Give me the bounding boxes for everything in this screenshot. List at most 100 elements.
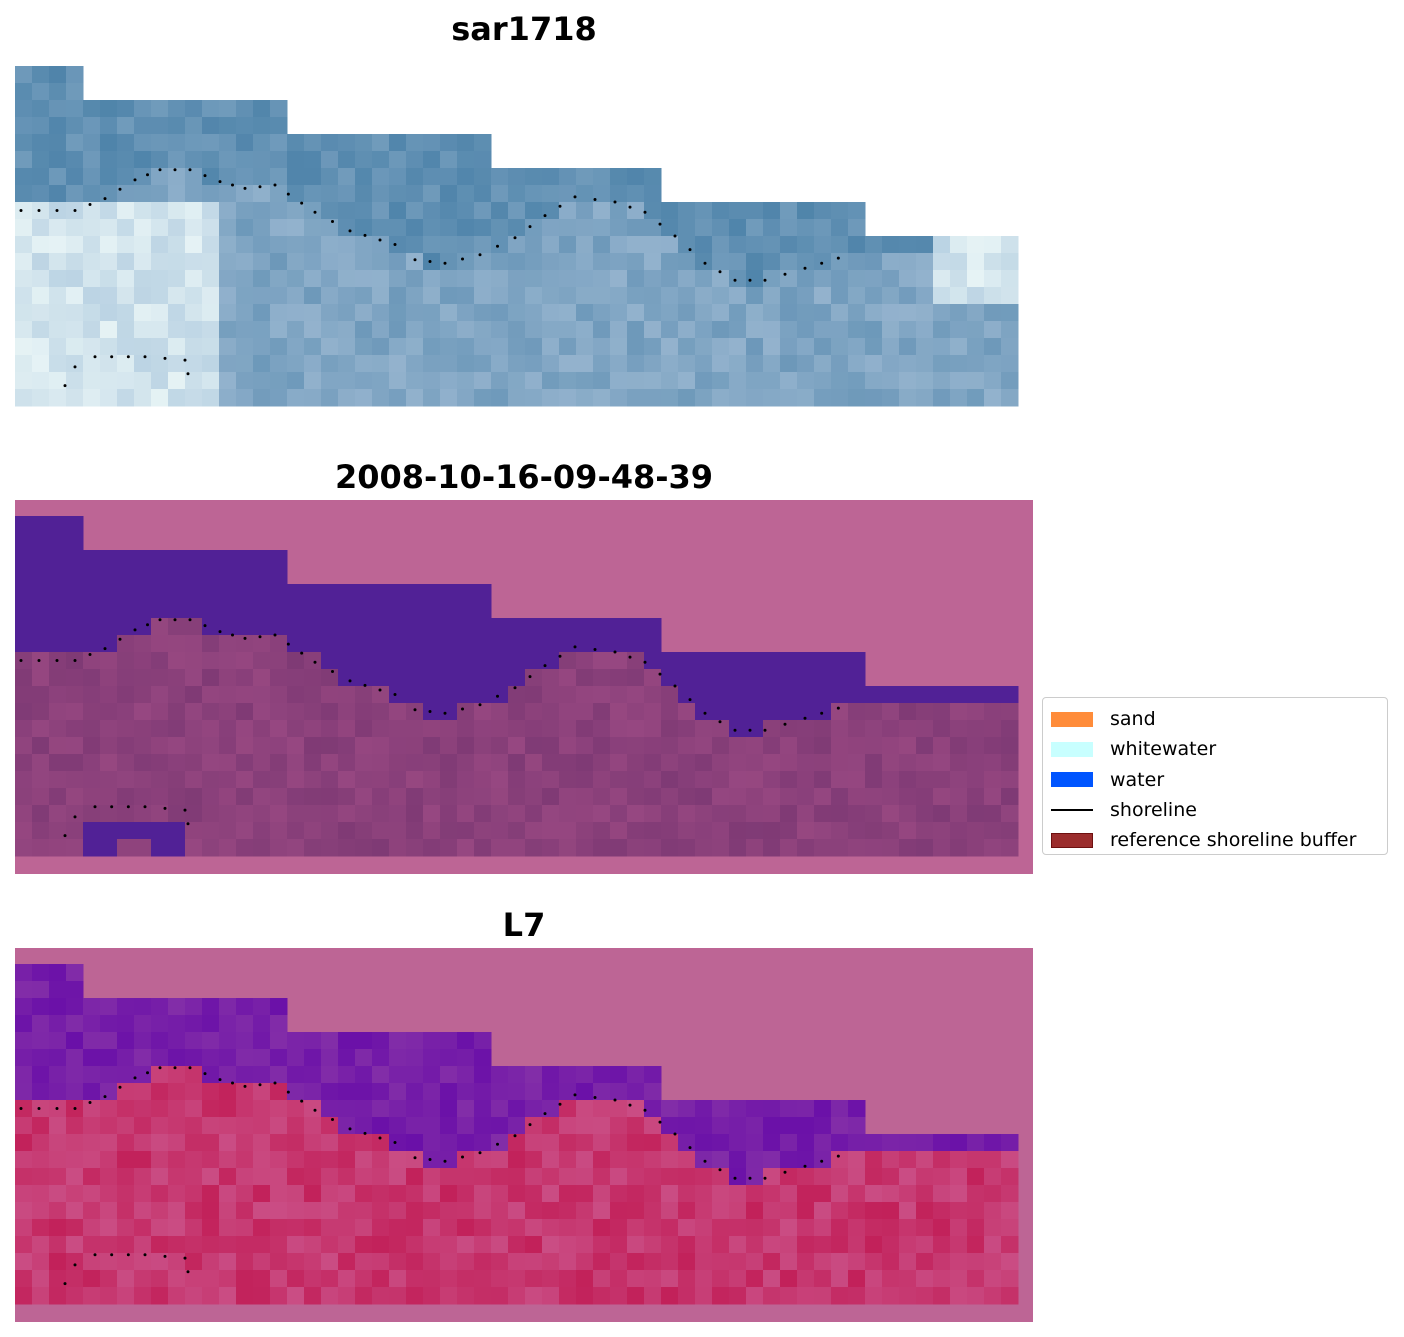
raster-cell <box>406 134 424 152</box>
raster-cell <box>440 168 458 186</box>
shoreline-point <box>258 635 262 639</box>
raster-cell <box>474 839 492 857</box>
raster-cell <box>83 703 101 721</box>
raster-cell <box>304 839 322 857</box>
raster-cell <box>882 1168 900 1186</box>
raster-cell <box>151 635 169 653</box>
raster-cell <box>168 737 186 755</box>
raster-cell <box>661 1253 679 1271</box>
raster-cell <box>372 219 390 237</box>
raster-cell <box>559 1202 577 1220</box>
raster-cell <box>168 236 186 254</box>
raster-cell <box>49 1219 67 1237</box>
raster-cell <box>15 998 33 1016</box>
raster-cell <box>780 788 798 806</box>
raster-cell <box>287 134 305 152</box>
raster-cell <box>848 1134 866 1152</box>
raster-cell <box>100 1032 118 1050</box>
raster-cell <box>627 270 645 288</box>
shoreline-point <box>658 222 662 226</box>
raster-cell <box>202 389 220 407</box>
shoreline-point <box>163 356 167 360</box>
raster-cell <box>593 686 611 704</box>
raster-cell <box>338 737 356 755</box>
shoreline-point <box>543 664 547 668</box>
raster-cell <box>423 635 441 653</box>
raster-cell <box>321 1168 339 1186</box>
raster-cell <box>695 321 713 339</box>
raster-cell <box>814 1287 832 1305</box>
raster-cell <box>661 372 679 390</box>
raster-cell <box>15 1253 33 1271</box>
raster-cell <box>576 1202 594 1220</box>
raster-cell <box>712 1185 730 1203</box>
raster-cell <box>389 720 407 738</box>
raster-cell <box>355 1219 373 1237</box>
raster-cell <box>644 635 662 653</box>
raster-cell <box>270 253 288 271</box>
raster-cell <box>797 805 815 823</box>
raster-cell <box>831 1219 849 1237</box>
raster-cell <box>916 1253 934 1271</box>
raster-cell <box>950 287 968 305</box>
raster-cell <box>848 1100 866 1118</box>
raster-cell <box>236 1253 254 1271</box>
raster-cell <box>678 1185 696 1203</box>
raster-cell <box>219 236 237 254</box>
raster-cell <box>15 355 33 373</box>
raster-cell <box>440 389 458 407</box>
raster-cell <box>746 788 764 806</box>
raster-cell <box>899 338 917 356</box>
raster-cell <box>270 1066 288 1084</box>
raster-cell <box>457 1270 475 1288</box>
raster-cell <box>134 100 152 118</box>
raster-cell <box>491 703 509 721</box>
raster-cell <box>423 1032 441 1050</box>
raster-cell <box>406 355 424 373</box>
raster-cell <box>32 1117 50 1135</box>
raster-cell <box>814 1100 832 1118</box>
raster-cell <box>236 1270 254 1288</box>
raster-cell <box>185 618 203 636</box>
raster-cell <box>270 788 288 806</box>
raster-cell <box>236 1032 254 1050</box>
raster-cell <box>627 389 645 407</box>
raster-cell <box>440 1236 458 1254</box>
raster-cell <box>491 771 509 789</box>
raster-cell <box>304 134 322 152</box>
shoreline-point <box>393 1141 397 1144</box>
raster-cell <box>202 185 220 203</box>
raster-cell <box>304 338 322 356</box>
raster-cell <box>304 287 322 305</box>
raster-cell <box>865 720 883 738</box>
raster-cell <box>32 1015 50 1033</box>
raster-cell <box>610 168 628 186</box>
raster-cell <box>151 550 169 568</box>
raster-cell <box>15 822 33 840</box>
raster-cell <box>219 720 237 738</box>
raster-cell <box>83 1270 101 1288</box>
raster-cell <box>644 669 662 687</box>
raster-cell <box>984 788 1002 806</box>
raster-cell <box>491 618 509 636</box>
raster-cell <box>83 1032 101 1050</box>
raster-cell <box>644 771 662 789</box>
raster-cell <box>100 805 118 823</box>
shoreline-point <box>528 225 532 229</box>
raster-cell <box>134 601 152 619</box>
raster-cell <box>219 304 237 322</box>
raster-cell <box>440 1168 458 1186</box>
raster-cell <box>219 788 237 806</box>
raster-cell <box>168 321 186 339</box>
raster-cell <box>338 652 356 670</box>
raster-cell <box>219 822 237 840</box>
raster-cell <box>440 1219 458 1237</box>
raster-cell <box>32 839 50 857</box>
raster-cell <box>525 389 543 407</box>
raster-cell <box>202 1032 220 1050</box>
raster-cell <box>593 304 611 322</box>
raster-cell <box>253 1015 271 1033</box>
raster-cell <box>440 703 458 721</box>
raster-cell <box>355 737 373 755</box>
raster-cell <box>304 1185 322 1203</box>
